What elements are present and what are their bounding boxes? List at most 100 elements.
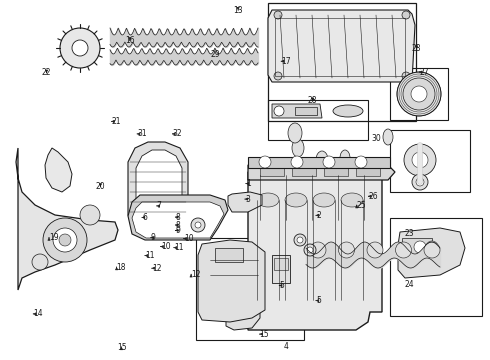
Circle shape xyxy=(426,241,438,253)
Ellipse shape xyxy=(340,150,350,166)
Text: 15: 15 xyxy=(117,342,126,351)
Circle shape xyxy=(72,40,88,56)
Bar xyxy=(268,100,368,140)
Circle shape xyxy=(397,72,441,116)
Bar xyxy=(196,238,304,340)
Ellipse shape xyxy=(316,151,328,169)
Text: 1: 1 xyxy=(246,179,251,188)
Text: 13: 13 xyxy=(233,6,243,15)
Text: 2: 2 xyxy=(316,211,321,220)
Circle shape xyxy=(403,78,435,110)
Text: 8: 8 xyxy=(175,220,180,230)
Polygon shape xyxy=(198,240,265,322)
Circle shape xyxy=(395,242,412,258)
Polygon shape xyxy=(268,10,415,82)
Text: 6: 6 xyxy=(142,213,147,222)
Text: 12: 12 xyxy=(152,264,161,273)
Text: 31: 31 xyxy=(137,130,147,139)
Text: 11: 11 xyxy=(174,243,183,252)
Bar xyxy=(272,255,290,283)
Circle shape xyxy=(59,234,71,246)
Circle shape xyxy=(402,11,410,19)
Ellipse shape xyxy=(330,190,340,206)
Text: 8: 8 xyxy=(175,212,180,222)
Circle shape xyxy=(367,242,383,258)
Ellipse shape xyxy=(313,193,335,207)
Text: 19: 19 xyxy=(49,233,59,242)
Bar xyxy=(292,168,316,176)
Text: 7: 7 xyxy=(157,202,162,210)
Ellipse shape xyxy=(333,105,363,117)
Circle shape xyxy=(310,242,326,258)
Bar xyxy=(390,218,482,316)
Bar xyxy=(260,168,284,176)
Circle shape xyxy=(414,241,426,253)
Circle shape xyxy=(259,156,271,168)
Circle shape xyxy=(291,156,303,168)
Ellipse shape xyxy=(337,178,347,194)
Circle shape xyxy=(191,218,205,232)
Polygon shape xyxy=(226,298,260,330)
Circle shape xyxy=(307,247,313,253)
Text: 21: 21 xyxy=(112,117,121,126)
Polygon shape xyxy=(248,172,382,330)
Bar xyxy=(390,130,470,192)
Polygon shape xyxy=(128,195,228,240)
Ellipse shape xyxy=(257,193,279,207)
Text: 30: 30 xyxy=(371,134,381,143)
Bar xyxy=(356,168,380,176)
Circle shape xyxy=(274,72,282,80)
Text: 22: 22 xyxy=(42,68,51,77)
Circle shape xyxy=(412,174,428,190)
Circle shape xyxy=(424,242,440,258)
Circle shape xyxy=(32,254,48,270)
Polygon shape xyxy=(16,148,118,290)
Text: 5: 5 xyxy=(316,296,321,305)
Polygon shape xyxy=(272,104,322,118)
Text: 28: 28 xyxy=(308,96,318,105)
Circle shape xyxy=(60,28,100,68)
Circle shape xyxy=(274,11,282,19)
Polygon shape xyxy=(248,165,395,180)
Polygon shape xyxy=(128,142,188,234)
Circle shape xyxy=(274,106,284,116)
Polygon shape xyxy=(242,276,252,302)
Text: 3: 3 xyxy=(245,195,250,204)
Ellipse shape xyxy=(299,166,311,184)
Text: 32: 32 xyxy=(172,130,182,139)
Circle shape xyxy=(80,205,100,225)
Circle shape xyxy=(416,178,424,186)
Polygon shape xyxy=(398,228,465,278)
Text: 10: 10 xyxy=(161,242,171,251)
Text: 9: 9 xyxy=(151,233,156,242)
Ellipse shape xyxy=(341,193,363,207)
Polygon shape xyxy=(281,198,292,212)
Circle shape xyxy=(294,234,306,246)
Ellipse shape xyxy=(292,139,304,157)
Text: 17: 17 xyxy=(281,57,291,66)
Ellipse shape xyxy=(288,123,302,143)
Text: 29: 29 xyxy=(211,50,220,59)
Circle shape xyxy=(43,218,87,262)
Bar xyxy=(295,107,317,115)
Text: 5: 5 xyxy=(279,281,284,290)
Polygon shape xyxy=(228,192,262,212)
Circle shape xyxy=(412,152,428,168)
Text: 4: 4 xyxy=(283,342,288,351)
Circle shape xyxy=(304,244,316,256)
Circle shape xyxy=(323,156,335,168)
Circle shape xyxy=(297,237,303,243)
Ellipse shape xyxy=(330,202,340,218)
Circle shape xyxy=(402,72,410,80)
Bar xyxy=(324,168,348,176)
Circle shape xyxy=(53,228,77,252)
Polygon shape xyxy=(132,202,224,238)
Text: 18: 18 xyxy=(117,263,126,271)
Bar xyxy=(274,258,288,270)
Text: 14: 14 xyxy=(33,310,43,319)
Circle shape xyxy=(404,144,436,176)
Circle shape xyxy=(195,222,201,228)
Text: 12: 12 xyxy=(191,270,200,279)
Bar xyxy=(275,18,405,76)
Text: 25: 25 xyxy=(357,201,367,210)
